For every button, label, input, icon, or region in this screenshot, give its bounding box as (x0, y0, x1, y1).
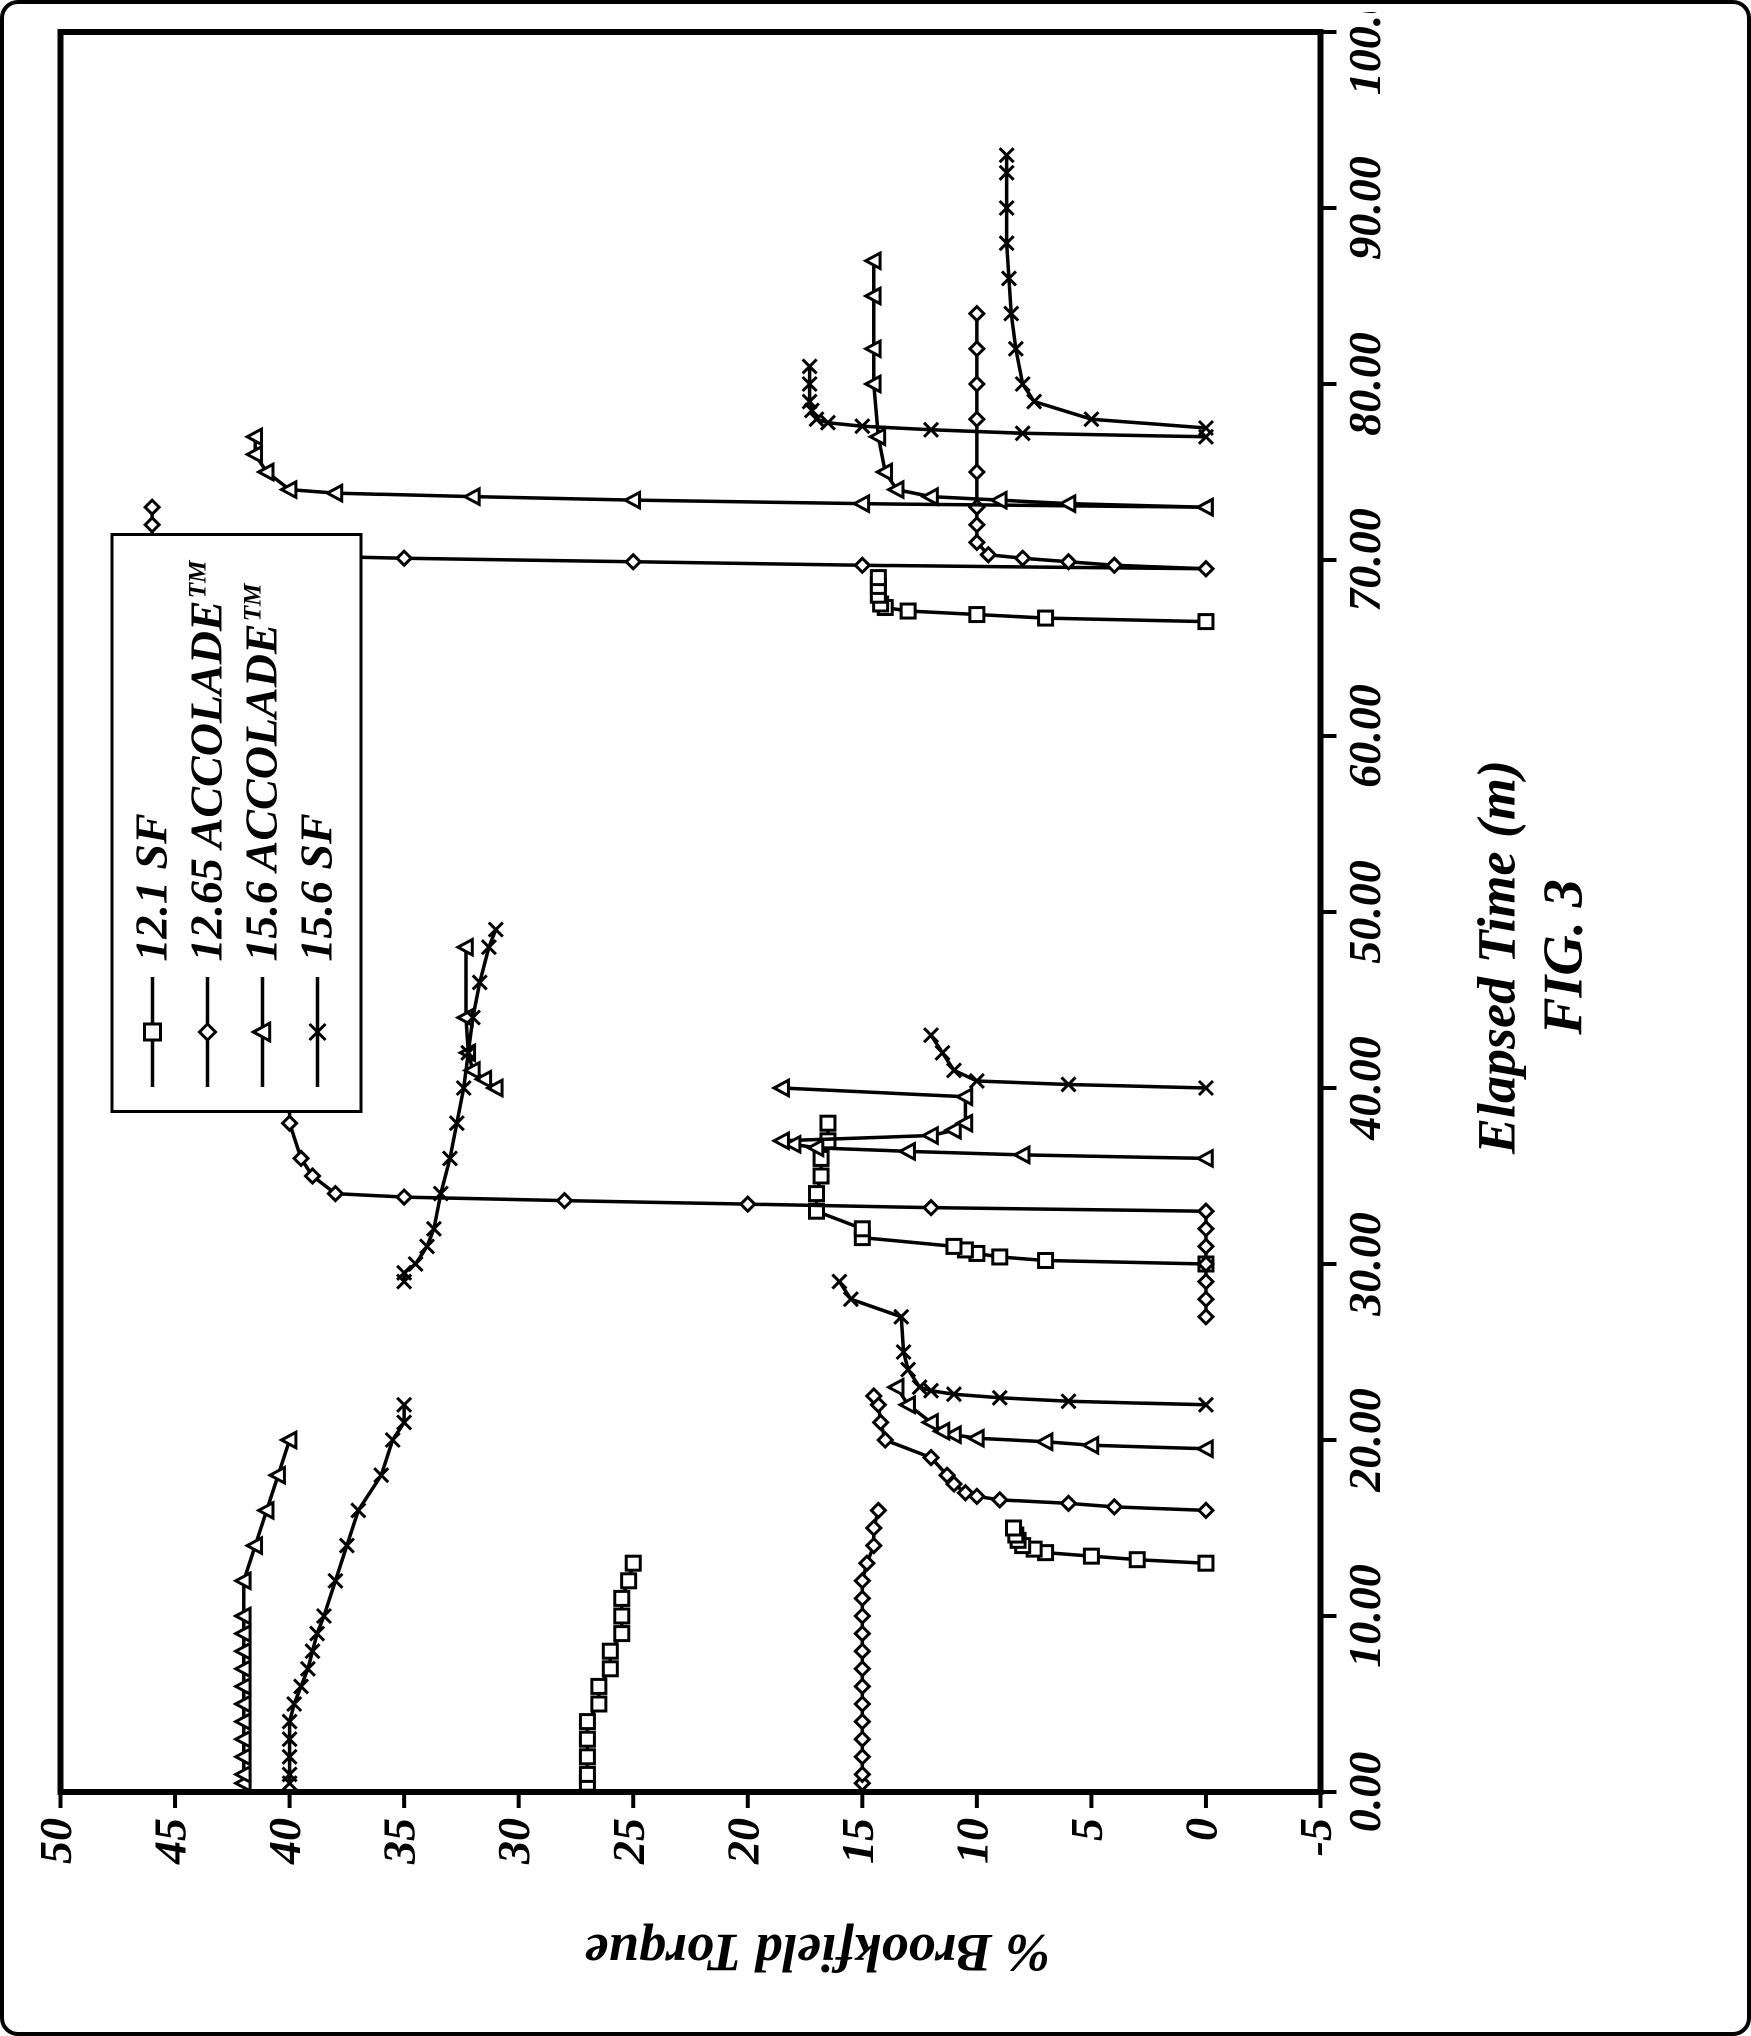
svg-text:30: 30 (488, 1818, 539, 1865)
page-frame: % Brookfield Torque -5 0 5 10 15 20 25 30 35 40 45… (0, 0, 1751, 2036)
rotation-wrapper: % Brookfield Torque -5 0 5 10 15 20 25 30 35 40 45… (4, 4, 1747, 2032)
series-triangle (235, 253, 1212, 1791)
svg-text:50.00: 50.00 (1339, 860, 1390, 964)
svg-text:50: 50 (40, 1818, 81, 1864)
legend-label: 12.65 ACCOLADETM (180, 560, 233, 961)
legend-label: 15.6 ACCOLADETM (235, 583, 288, 961)
svg-text:15: 15 (831, 1818, 882, 1864)
legend-item: 15.6 ACCOLADETM (235, 560, 288, 1091)
svg-text:20: 20 (717, 1818, 768, 1865)
svg-text:100.00: 100.00 (1339, 12, 1390, 95)
svg-text:10: 10 (946, 1818, 997, 1864)
svg-text:40: 40 (259, 1818, 310, 1865)
svg-text:5: 5 (1060, 1818, 1111, 1841)
svg-text:0.00: 0.00 (1339, 1752, 1390, 1833)
legend-item: 15.6 SF (290, 560, 343, 1091)
series-xmark (282, 148, 1212, 1790)
x-axis-label: Elapsed Time (m) (1465, 760, 1527, 1154)
y-axis-label: % Brookfield Torque (584, 1922, 1050, 1984)
svg-text:-5: -5 (1290, 1818, 1341, 1856)
svg-text:45: 45 (144, 1818, 195, 1865)
plot-area: -5 0 5 10 15 20 25 30 35 40 45 50 0.00 10.00 20.00 30.0… (40, 12, 1410, 1902)
svg-text:70.00: 70.00 (1339, 508, 1390, 612)
legend-item: 12.1 SF (125, 560, 178, 1091)
chart-row: % Brookfield Torque -5 0 5 10 15 20 25 30 35 40 45… (40, 12, 1595, 1984)
svg-text:10.00: 10.00 (1339, 1564, 1390, 1668)
svg-text:40.00: 40.00 (1339, 1036, 1390, 1141)
plot-column: -5 0 5 10 15 20 25 30 35 40 45 50 0.00 10.00 20.00 30.0… (40, 12, 1595, 1902)
legend-label: 12.1 SF (125, 813, 178, 961)
svg-text:20.00: 20.00 (1339, 1388, 1390, 1493)
legend-label: 15.6 SF (290, 813, 343, 961)
svg-text:80.00: 80.00 (1339, 332, 1390, 436)
svg-text:25: 25 (602, 1818, 653, 1865)
figure-caption: FIG. 3 (1531, 879, 1595, 1035)
svg-text:35: 35 (373, 1818, 424, 1865)
legend: 12.1 SF12.65 ACCOLADETM15.6 ACCOLADETM15… (110, 533, 362, 1112)
svg-text:0: 0 (1175, 1818, 1226, 1841)
svg-text:90.00: 90.00 (1339, 156, 1390, 260)
series-square (580, 571, 1213, 1791)
svg-text:30.00: 30.00 (1339, 1212, 1390, 1317)
svg-text:60.00: 60.00 (1339, 684, 1390, 788)
legend-item: 12.65 ACCOLADETM (180, 560, 233, 1091)
figure-container: % Brookfield Torque -5 0 5 10 15 20 25 30 35 40 45… (0, 0, 1751, 2036)
